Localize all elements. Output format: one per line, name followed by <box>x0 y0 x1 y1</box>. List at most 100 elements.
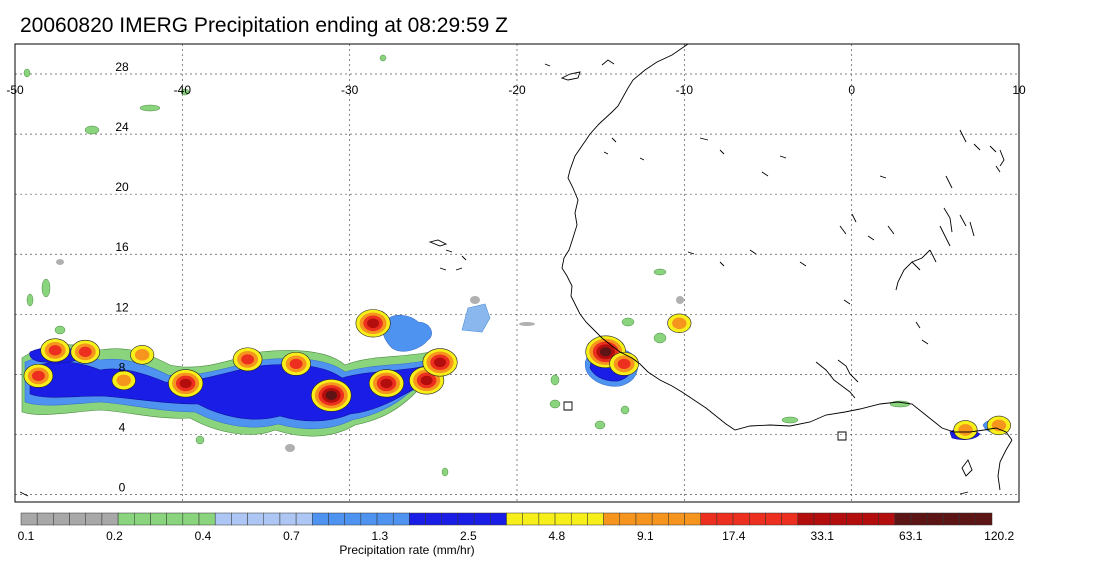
river-niger <box>837 359 859 383</box>
colorbar-swatch <box>231 512 248 526</box>
colorbar-swatch <box>732 512 750 526</box>
rain-speck <box>550 374 560 386</box>
colorbar-swatch <box>813 512 831 526</box>
colorbar-swatch <box>878 512 896 526</box>
lat-tick-label: 16 <box>115 240 129 254</box>
rain-speck <box>195 435 205 445</box>
precip-core <box>289 358 303 370</box>
colorbar-tick-label: 0.4 <box>195 529 212 543</box>
colorbar-tick-label: 1.3 <box>372 529 389 543</box>
colorbar-swatch <box>700 512 718 526</box>
colorbar-tick-label: 4.8 <box>548 529 565 543</box>
colorbar-swatch <box>975 512 993 526</box>
colorbar-swatch <box>409 512 426 526</box>
colorbar-swatch <box>198 512 216 526</box>
precip-core <box>134 349 150 361</box>
colorbar-swatch <box>554 512 572 526</box>
rain-speck <box>23 68 31 78</box>
island <box>428 239 448 247</box>
colorbar-swatch <box>247 512 264 526</box>
precip-core <box>116 374 131 387</box>
west-africa-coastline <box>561 44 1013 441</box>
rain-speck <box>379 54 387 62</box>
colorbar-swatch <box>20 512 38 526</box>
colorbar-swatch <box>425 512 443 526</box>
colorbar-tick-label: 17.4 <box>722 529 746 543</box>
rain-speck <box>139 104 161 112</box>
colorbar-swatch <box>182 512 200 526</box>
lon-tick-label: -50 <box>6 83 24 97</box>
lat-tick-label: 4 <box>119 420 126 434</box>
map-title: 20060820 IMERG Precipitation ending at 0… <box>20 14 508 37</box>
colorbar-swatch <box>668 512 685 526</box>
colorbar-tick-label: 0.2 <box>106 529 123 543</box>
colorbar-swatch <box>85 512 103 526</box>
colorbar-swatch <box>829 512 847 526</box>
island <box>439 249 467 271</box>
island <box>560 71 581 81</box>
precip-core <box>958 424 973 436</box>
colorbar-swatch <box>69 512 86 526</box>
river-niger <box>815 361 856 399</box>
rain-speck <box>26 293 34 307</box>
colorbar-swatch <box>797 512 815 526</box>
rain-speck <box>519 322 535 326</box>
rain-cell <box>382 314 432 352</box>
colorbar-swatch <box>473 512 491 526</box>
precip-core <box>325 390 337 400</box>
island <box>601 59 615 66</box>
colorbar-swatch <box>101 512 119 526</box>
precip-core <box>78 346 92 357</box>
precip-core <box>48 345 62 356</box>
rain-speck <box>54 325 66 335</box>
precip-core <box>420 375 433 386</box>
island <box>19 491 969 497</box>
colorbar-swatch <box>522 512 540 526</box>
colorbar-tick-label: 0.1 <box>18 529 35 543</box>
coastline <box>19 44 1013 497</box>
colorbar-swatch <box>344 512 362 526</box>
lon-tick-label: 0 <box>848 83 855 97</box>
colorbar-swatch <box>846 512 863 526</box>
colorbar-swatch <box>570 512 588 526</box>
colorbar-swatch <box>619 512 637 526</box>
lat-tick-label: 12 <box>115 300 129 314</box>
precip-core <box>241 354 255 365</box>
colorbar-swatch <box>150 512 167 526</box>
colorbar-swatch <box>53 512 70 526</box>
lat-tick-label: 0 <box>119 480 126 494</box>
rain-speck <box>594 420 606 430</box>
lake <box>603 129 1001 345</box>
colorbar-swatch <box>441 512 459 526</box>
river-system <box>989 145 1005 167</box>
colorbar-swatch <box>684 512 701 526</box>
colorbar-swatch <box>117 512 135 526</box>
river-system <box>939 207 975 247</box>
lon-tick-label: -30 <box>341 83 359 97</box>
lat-tick-label: 8 <box>119 360 126 374</box>
colorbar-swatch <box>506 512 523 526</box>
colorbar-swatch <box>716 512 734 526</box>
river-system <box>895 249 937 291</box>
rain-speck <box>653 332 667 344</box>
rain-speck <box>84 125 100 135</box>
colorbar-swatch <box>392 512 410 526</box>
colorbar-swatch <box>328 512 345 526</box>
colorbar-swatch <box>295 512 313 526</box>
lat-tick-label: 24 <box>115 120 129 134</box>
colorbar-swatch <box>490 512 507 526</box>
map-border <box>14 43 1020 503</box>
colorbar-tick-label: 2.5 <box>460 529 477 543</box>
colorbar-swatch <box>279 512 297 526</box>
colorbar-swatch <box>862 512 879 526</box>
lat-tick-label: 20 <box>115 180 129 194</box>
precip-core <box>599 347 612 357</box>
colorbar-swatch <box>134 512 151 526</box>
colorbar-swatch <box>894 512 912 526</box>
precip-core <box>179 378 192 389</box>
colorbar-swatch <box>360 512 378 526</box>
colorbar-swatch <box>166 512 184 526</box>
colorbar-swatch <box>651 512 669 526</box>
rain-speck <box>180 88 190 96</box>
